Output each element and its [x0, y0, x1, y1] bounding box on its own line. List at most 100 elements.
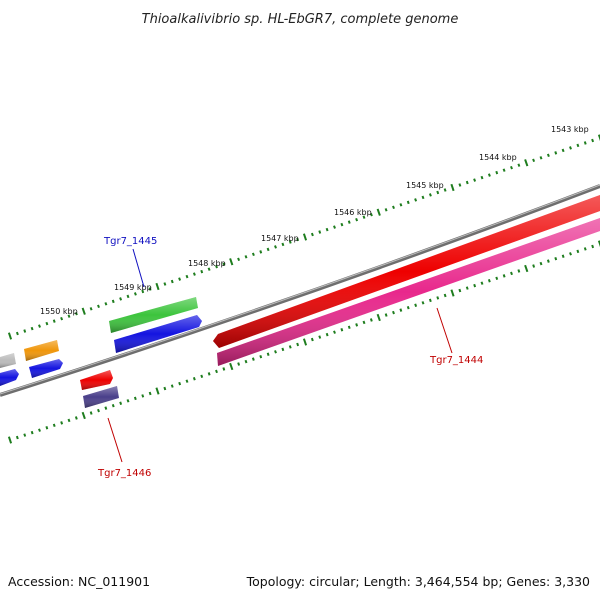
callout-line-tgr7-1444 — [436, 307, 453, 354]
minor-tick — [89, 411, 93, 415]
minor-tick — [74, 311, 78, 316]
minor-tick — [502, 168, 506, 172]
minor-tick — [406, 200, 410, 205]
minor-tick — [141, 394, 145, 398]
minor-tick — [333, 330, 336, 334]
gene-tgr7-1444-cds[interactable] — [217, 218, 600, 366]
gene-blue-edge[interactable] — [0, 369, 19, 386]
major-tick — [597, 134, 600, 142]
gene-shading — [217, 218, 600, 366]
minor-tick — [170, 279, 174, 284]
minor-tick — [185, 379, 189, 383]
major-tick — [155, 387, 160, 395]
tick-label-1549: 1549 kbp — [114, 283, 152, 292]
minor-tick — [244, 359, 248, 364]
minor-tick — [392, 310, 395, 315]
minor-tick — [185, 274, 189, 279]
minor-tick — [414, 198, 418, 202]
callout-line-tgr7-1445 — [132, 248, 145, 288]
gene-tgr7-1446[interactable] — [80, 370, 113, 390]
minor-tick — [266, 352, 270, 356]
minor-tick — [340, 222, 344, 227]
gene-blue-left[interactable] — [29, 359, 63, 378]
minor-tick — [178, 381, 182, 386]
minor-tick — [288, 240, 292, 244]
major-tick — [7, 436, 13, 444]
gene-shading — [83, 386, 119, 408]
minor-tick — [495, 170, 499, 175]
minor-tick — [384, 208, 388, 212]
minor-tick — [554, 256, 558, 261]
minor-tick — [296, 342, 300, 347]
minor-tick — [215, 264, 218, 269]
gene-tgr7-1445[interactable] — [109, 297, 198, 333]
minor-tick — [487, 173, 491, 177]
gene-tgr7-1444[interactable] — [213, 195, 600, 348]
minor-tick — [355, 323, 359, 327]
minor-tick — [510, 165, 513, 170]
minor-tick — [569, 146, 572, 150]
minor-tick — [266, 247, 270, 252]
minor-tick — [436, 190, 440, 195]
minor-tick — [259, 250, 263, 254]
major-tick — [524, 264, 529, 273]
major-tick — [597, 240, 600, 248]
minor-tick — [133, 292, 137, 296]
minor-tick — [473, 178, 477, 182]
minor-tick — [399, 203, 403, 207]
minor-tick — [333, 225, 336, 229]
minor-tick — [583, 247, 587, 251]
tick-label-1544: 1544 kbp — [479, 153, 517, 162]
minor-tick — [576, 249, 580, 254]
minor-tick — [15, 331, 19, 336]
minor-tick — [207, 372, 211, 376]
minor-tick — [325, 332, 329, 337]
major-tick — [81, 307, 86, 315]
minor-tick — [510, 271, 513, 276]
minor-tick — [569, 252, 572, 256]
minor-tick — [428, 193, 432, 197]
minor-tick — [539, 156, 543, 160]
minor-tick — [45, 321, 49, 326]
minor-tick — [502, 274, 506, 278]
gene-grey-edge[interactable] — [0, 353, 16, 368]
minor-tick — [369, 318, 373, 322]
minor-tick — [443, 293, 447, 298]
minor-tick — [576, 143, 580, 148]
gene-shading — [213, 195, 600, 348]
gene-shading — [24, 340, 59, 361]
minor-tick — [126, 399, 130, 403]
gene-orange[interactable] — [24, 340, 59, 361]
minor-tick — [310, 337, 314, 342]
minor-tick — [281, 347, 285, 352]
tick-label-1548: 1548 kbp — [188, 259, 226, 268]
minor-tick — [74, 416, 78, 420]
major-tick — [229, 258, 234, 266]
minor-tick — [60, 421, 64, 425]
minor-tick — [60, 316, 64, 321]
minor-tick — [406, 305, 410, 310]
gene-tgr7-1446-cds[interactable] — [83, 386, 119, 408]
tick-label-1546: 1546 kbp — [334, 208, 372, 217]
gene-label-tgr7-1446[interactable]: Tgr7_1446 — [97, 468, 151, 479]
minor-tick — [244, 255, 248, 259]
gene-label-tgr7-1444[interactable]: Tgr7_1444 — [429, 355, 483, 366]
major-tick — [524, 159, 529, 167]
minor-tick — [465, 180, 469, 185]
minor-tick — [532, 264, 536, 268]
genome-backbone — [0, 184, 600, 397]
minor-tick — [89, 307, 93, 311]
major-tick — [376, 208, 381, 216]
minor-tick — [251, 357, 255, 361]
minor-tick — [443, 188, 447, 192]
gene-cds-blue-1445[interactable] — [114, 315, 202, 353]
minor-tick — [141, 289, 145, 294]
minor-tick — [52, 423, 56, 428]
minor-tick — [237, 362, 241, 366]
gene-label-tgr7-1445[interactable]: Tgr7_1445 — [103, 236, 157, 247]
accession-text: Accession: NC_011901 — [8, 574, 150, 589]
minor-tick — [369, 212, 373, 217]
gene-shading — [109, 297, 198, 333]
minor-tick — [148, 287, 152, 291]
major-tick — [376, 313, 381, 322]
